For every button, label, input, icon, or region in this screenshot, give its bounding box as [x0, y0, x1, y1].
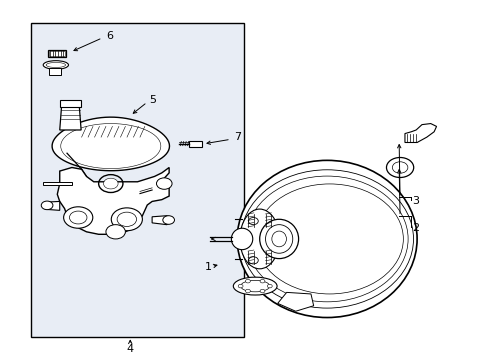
Ellipse shape [43, 61, 68, 69]
Circle shape [386, 157, 413, 177]
Bar [60, 100, 81, 107]
Ellipse shape [240, 280, 269, 292]
Circle shape [63, 207, 93, 228]
Polygon shape [60, 105, 81, 130]
Circle shape [106, 225, 125, 239]
Circle shape [248, 217, 258, 225]
Circle shape [245, 279, 250, 283]
Polygon shape [152, 216, 172, 225]
Ellipse shape [240, 209, 279, 269]
Polygon shape [277, 292, 313, 311]
Circle shape [391, 162, 407, 173]
Polygon shape [52, 117, 169, 171]
Circle shape [41, 201, 53, 210]
Ellipse shape [46, 63, 65, 67]
Circle shape [238, 284, 243, 288]
Ellipse shape [231, 228, 252, 249]
Text: 1: 1 [204, 262, 211, 272]
Circle shape [245, 289, 250, 293]
Text: 6: 6 [106, 31, 113, 41]
Ellipse shape [259, 219, 298, 258]
Circle shape [69, 211, 87, 224]
Ellipse shape [265, 225, 292, 253]
Polygon shape [57, 167, 169, 234]
Text: 3: 3 [411, 197, 418, 206]
Bar [42, 182, 72, 185]
Circle shape [111, 208, 142, 231]
Text: 5: 5 [149, 95, 156, 105]
Circle shape [156, 178, 172, 189]
Circle shape [163, 216, 174, 224]
Circle shape [260, 289, 264, 293]
Bar [188, 141, 202, 147]
Circle shape [103, 178, 118, 189]
Circle shape [117, 212, 136, 226]
Ellipse shape [233, 277, 277, 295]
Circle shape [260, 279, 264, 283]
Ellipse shape [271, 231, 286, 247]
Circle shape [248, 257, 258, 264]
Text: 4: 4 [126, 343, 134, 354]
Bar [30, 23, 244, 337]
Ellipse shape [237, 160, 416, 318]
Polygon shape [404, 123, 436, 143]
Text: 2: 2 [411, 223, 419, 233]
Circle shape [267, 284, 272, 288]
Bar [48, 68, 61, 75]
Bar [47, 50, 66, 57]
Bar [49, 51, 64, 56]
Polygon shape [42, 202, 60, 210]
Text: 7: 7 [233, 132, 241, 142]
